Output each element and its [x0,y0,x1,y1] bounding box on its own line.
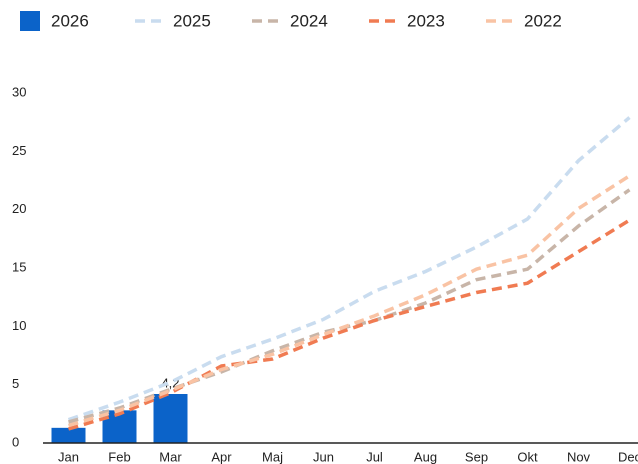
x-tick-label: Nov [567,449,591,464]
legend-label: 2025 [173,11,211,30]
y-tick-label: 20 [12,201,26,216]
bar [51,427,86,443]
x-tick-label: Dec [618,449,638,464]
y-tick-label: 25 [12,143,26,158]
x-tick-label: Feb [108,449,130,464]
x-tick-label: Sep [465,449,488,464]
legend-label: 2022 [524,11,562,30]
x-tick-label: Okt [517,449,538,464]
line [68,188,631,424]
y-tick-label: 15 [12,259,26,274]
y-tick-label: 0 [12,434,19,449]
legend-swatch [20,11,40,31]
x-tick-label: Jul [366,449,383,464]
y-tick-label: 10 [12,318,26,333]
x-tick-label: Jan [58,449,79,464]
x-tick-label: Jun [313,449,334,464]
x-tick-label: Maj [262,449,283,464]
line [68,174,631,428]
line [67,116,631,422]
x-tick-label: Aug [414,449,437,464]
y-tick-label: 5 [12,376,19,391]
legend-label: 2024 [290,11,328,30]
legend-label: 2023 [407,11,445,30]
legend-label: 2026 [51,11,89,30]
y-tick-label: 30 [12,84,26,99]
line [68,218,631,431]
bar [153,394,188,443]
x-tick-label: Mar [159,449,182,464]
x-tick-label: Apr [211,449,232,464]
